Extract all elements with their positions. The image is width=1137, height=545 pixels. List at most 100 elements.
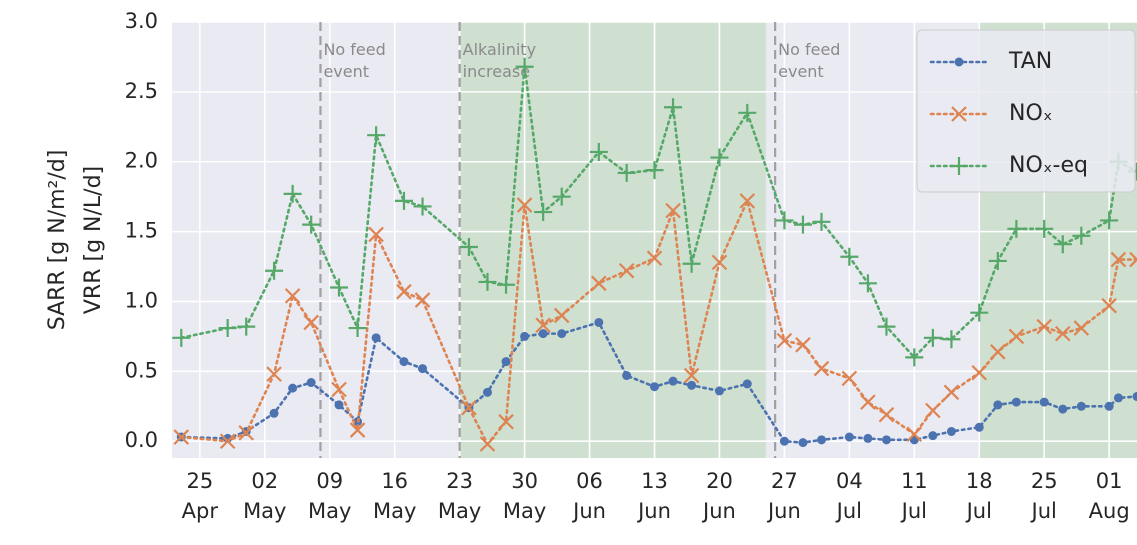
legend-box (916, 29, 1136, 193)
x-tick-label: 25 Jul (1030, 469, 1058, 523)
y-axis-label: VRR [g N/L/d] (81, 166, 106, 314)
marker (971, 364, 988, 381)
marker (711, 254, 728, 271)
x-tick-label: 13 Jun (636, 469, 671, 523)
x-tick-label: 18 Jul (965, 469, 993, 523)
x-tick-label: 06 Jun (571, 469, 606, 523)
x-tick-label: 02 May (243, 469, 286, 523)
marker (219, 433, 236, 450)
x-tick-label: 01 Aug (1089, 469, 1130, 523)
marker (173, 429, 190, 445)
marker (553, 307, 570, 324)
legend-marker (951, 106, 967, 122)
marker (1129, 251, 1137, 268)
marker (368, 226, 384, 243)
marker (331, 381, 347, 398)
y-tick-label: 0.5 (125, 358, 158, 382)
marker (284, 288, 301, 304)
x-tick-label: 25 Apr (182, 469, 219, 523)
marker (461, 399, 477, 416)
marker (775, 211, 794, 230)
y-tick-label: 2.0 (125, 149, 158, 173)
legend-label: NOₓ (1009, 101, 1053, 126)
marker (459, 237, 478, 256)
marker (1072, 226, 1091, 245)
marker (1104, 401, 1114, 411)
marker (682, 254, 701, 273)
x-tick-label: 11 Jul (900, 469, 928, 523)
marker (710, 148, 729, 167)
marker (1008, 328, 1025, 345)
marker (990, 344, 1006, 360)
marker (396, 283, 412, 300)
marker (714, 386, 724, 396)
marker (1036, 318, 1052, 335)
marker (665, 202, 681, 219)
marker (303, 314, 319, 331)
marker (1073, 320, 1090, 336)
marker (237, 317, 256, 336)
y-tick-label: 1.5 (125, 219, 158, 243)
marker (238, 425, 255, 441)
annotation: Alkalinity increase (463, 40, 536, 81)
marker (970, 303, 989, 322)
marker (515, 57, 534, 76)
marker (414, 292, 431, 308)
marker (516, 197, 533, 213)
x-tick-label: 20 Jun (701, 469, 736, 523)
marker (817, 435, 827, 445)
marker (348, 319, 367, 338)
marker (812, 212, 831, 231)
marker (399, 357, 409, 367)
marker (1007, 219, 1026, 238)
x-tick-label: 16 May (373, 469, 416, 523)
x-tick-label: 27 Jun (766, 469, 801, 523)
marker (974, 422, 984, 432)
marker (265, 261, 284, 280)
marker (795, 337, 811, 353)
marker (589, 142, 608, 161)
y-tick-label: 1.0 (125, 288, 158, 312)
marker (349, 422, 366, 438)
marker (306, 378, 316, 388)
marker (1113, 393, 1123, 403)
marker (906, 426, 923, 443)
marker (664, 98, 683, 117)
marker (1011, 397, 1021, 407)
legend-marker (950, 157, 968, 175)
y-tick-label: 3.0 (125, 9, 158, 33)
x-tick-label: 23 May (438, 469, 481, 523)
x-tick-label: 30 May (503, 469, 546, 523)
marker (840, 247, 859, 266)
annotation: No feed event (778, 40, 840, 81)
legend-label: TAN (1008, 49, 1052, 74)
y-tick-label: 0.0 (125, 428, 158, 452)
marker (520, 331, 530, 341)
marker (878, 406, 895, 423)
marker (858, 274, 877, 293)
marker (617, 163, 636, 182)
marker (591, 275, 607, 292)
marker (742, 379, 752, 389)
marker (645, 161, 664, 180)
y-tick-label: 2.5 (125, 79, 158, 103)
marker (881, 435, 891, 445)
marker (928, 431, 938, 441)
marker (302, 215, 321, 234)
marker (371, 333, 381, 343)
x-tick-label: 09 May (308, 469, 351, 523)
marker (283, 184, 302, 203)
marker (905, 348, 924, 367)
marker (1110, 251, 1127, 268)
marker (863, 433, 873, 443)
marker (552, 187, 571, 206)
marker (622, 371, 632, 381)
marker (367, 126, 386, 145)
marker (1058, 404, 1068, 414)
marker (946, 426, 956, 436)
x-tick-label: 04 Jul (835, 469, 863, 523)
marker (394, 191, 413, 210)
legend-label: NOₓ-eq (1009, 153, 1088, 178)
marker (988, 251, 1007, 270)
